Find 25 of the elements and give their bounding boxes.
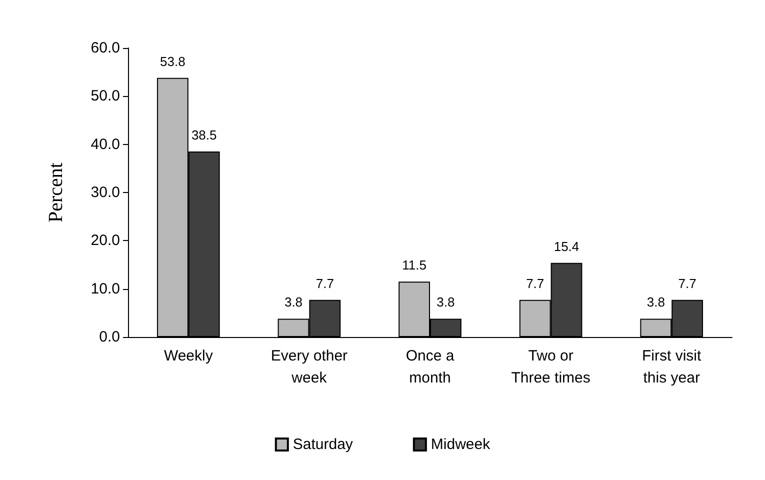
y-tick-label: 60.0: [90, 40, 120, 56]
data-label: 3.8: [436, 294, 455, 310]
x-tick-label: First visit this year: [642, 348, 702, 386]
x-tick-label: Every other week: [270, 348, 348, 386]
y-tick-label: 10.0: [90, 280, 120, 298]
data-label: 53.8: [160, 54, 186, 69]
y-tick-label: 40.0: [90, 136, 120, 153]
x-tick-label: Weekly: [164, 348, 214, 364]
data-label: 38.5: [191, 128, 217, 143]
y-tick-label: 50.0: [90, 88, 120, 105]
legend-label: Saturday: [292, 436, 354, 453]
data-label: 7.7: [678, 276, 696, 291]
data-label: 11.5: [402, 258, 426, 273]
x-tick-label: Once a month: [406, 348, 455, 386]
data-label: 3.8: [284, 294, 303, 310]
data-label: 7.7: [316, 276, 334, 291]
legend-label: Midweek: [430, 436, 491, 453]
y-tick-label: 20.0: [90, 232, 120, 250]
x-tick-label: Two or Three times: [511, 348, 590, 386]
data-label: 15.4: [554, 238, 580, 254]
y-tick-label: 0.0: [99, 328, 120, 346]
y-tick-label: 30.0: [90, 184, 120, 201]
y-axis-title: Percent: [45, 162, 67, 222]
data-label: 3.8: [646, 294, 665, 310]
data-label: 7.7: [526, 276, 544, 291]
